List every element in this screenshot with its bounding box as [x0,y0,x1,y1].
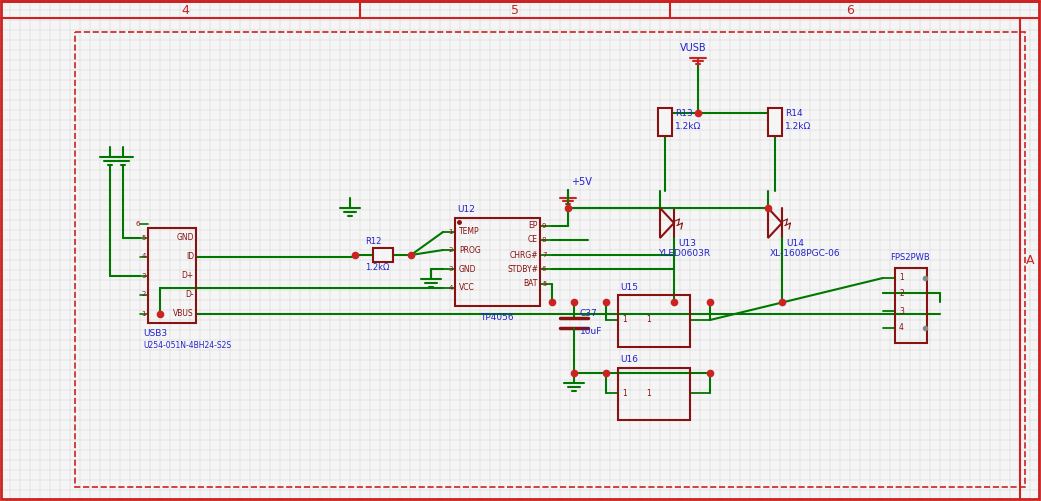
Bar [148,228,196,323]
Text: FPS2PWB: FPS2PWB [890,254,930,263]
Text: ID: ID [186,252,194,261]
Text: U12: U12 [457,205,475,214]
Bar [618,295,690,347]
Text: 4: 4 [181,4,188,17]
Text: 6: 6 [542,266,547,272]
Text: TP4056: TP4056 [480,314,514,323]
Text: 2: 2 [142,292,146,298]
Text: U16: U16 [620,356,638,365]
Text: 4: 4 [142,254,146,260]
Bar [658,108,672,136]
Text: 8: 8 [542,237,547,243]
Text: YLED0603R: YLED0603R [658,249,710,259]
Text: 1: 1 [646,388,651,397]
Text: XL-1608PGC-06: XL-1608PGC-06 [770,249,841,259]
Text: 2: 2 [449,247,453,253]
Text: C37: C37 [580,309,598,318]
Text: 1: 1 [449,229,453,235]
Text: 1: 1 [623,316,627,325]
Text: VUSB: VUSB [680,43,706,53]
Text: 5: 5 [542,281,547,287]
Text: 3: 3 [142,273,146,279]
Text: 6: 6 [135,221,139,227]
Bar [373,248,393,262]
Text: R13: R13 [675,109,692,118]
Text: 4: 4 [899,324,904,333]
Text: 1: 1 [899,274,904,283]
Text: VCC: VCC [459,284,475,293]
Text: D+: D+ [182,271,194,280]
Text: +5V: +5V [572,177,592,187]
Text: U13: U13 [678,238,696,247]
Text: GND: GND [177,233,194,242]
Text: 3: 3 [899,307,904,316]
Text: 4: 4 [449,285,453,291]
Text: 7: 7 [542,252,547,258]
Text: D-: D- [185,290,194,299]
Text: R14: R14 [785,109,803,118]
Text: STDBY#: STDBY# [507,265,538,274]
Text: 1.2kΩ: 1.2kΩ [675,122,702,130]
Text: GND: GND [459,265,477,274]
Text: 2: 2 [899,289,904,298]
Text: 1.2kΩ: 1.2kΩ [785,122,811,130]
Text: 1: 1 [623,388,627,397]
Bar [895,268,926,343]
Text: TEMP: TEMP [459,227,480,236]
Text: U254-051N-4BH24-S2S: U254-051N-4BH24-S2S [143,341,231,350]
Text: R12: R12 [365,237,381,246]
Text: 5: 5 [142,234,146,240]
Text: 6: 6 [846,4,854,17]
Text: CE: CE [528,235,538,244]
Text: U15: U15 [620,283,638,292]
Bar [618,368,690,420]
Text: VBUS: VBUS [174,309,194,318]
Text: CHRG#: CHRG# [509,250,538,260]
Text: 1: 1 [142,311,146,317]
Text: EP: EP [529,221,538,230]
Text: BAT: BAT [524,280,538,289]
Text: 10uF: 10uF [580,328,603,337]
Text: PROG: PROG [459,245,481,255]
Text: USB3: USB3 [143,329,168,338]
Text: 9: 9 [542,223,547,229]
Text: 5: 5 [511,4,519,17]
Text: U14: U14 [786,238,804,247]
Bar [455,218,540,306]
Text: A: A [1025,254,1035,267]
Text: 1.2kΩ: 1.2kΩ [365,263,389,272]
Text: 1: 1 [646,316,651,325]
Bar [768,108,782,136]
Text: 3: 3 [449,266,453,272]
